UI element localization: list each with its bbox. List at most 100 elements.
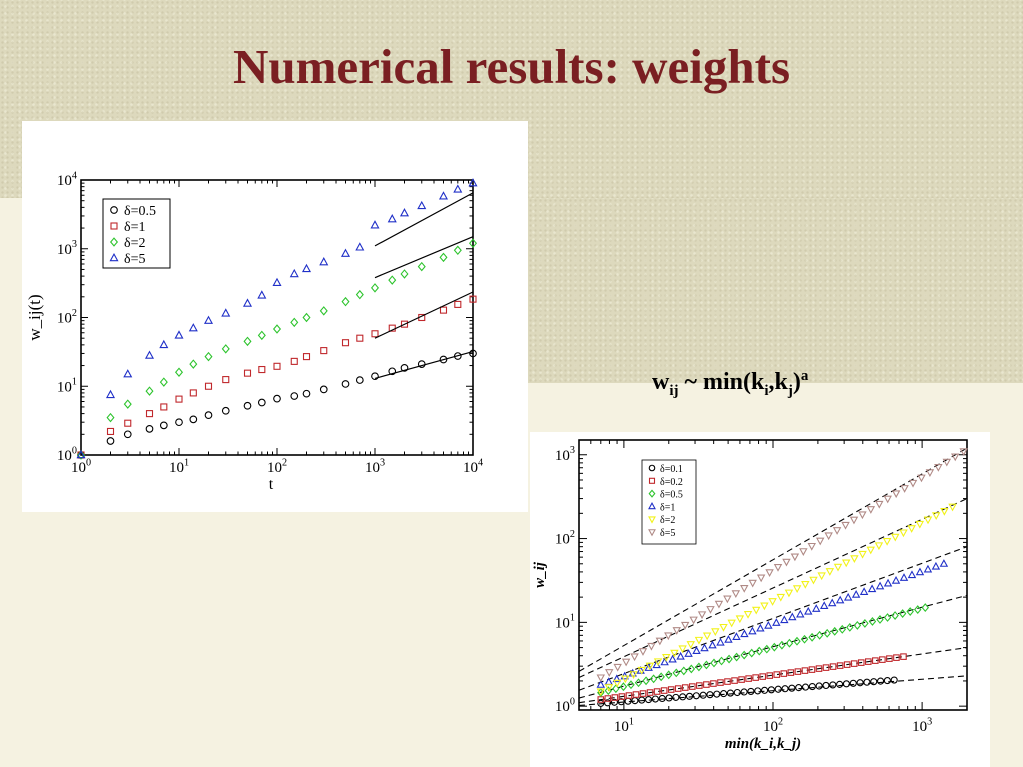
data-point <box>809 576 818 585</box>
data-point <box>824 532 833 541</box>
legend-label: δ=0.5 <box>660 490 683 501</box>
data-point <box>747 687 755 696</box>
data-point <box>790 553 800 562</box>
data-point <box>891 490 901 499</box>
x-tick-label: 103 <box>365 457 385 476</box>
x-tick-label: 103 <box>912 716 932 735</box>
data-point <box>290 392 299 400</box>
data-point <box>773 563 783 572</box>
data-point <box>634 678 643 688</box>
data-point <box>836 662 844 669</box>
data-point <box>870 678 878 686</box>
data-point <box>204 411 213 419</box>
data-point <box>678 645 687 654</box>
data-point <box>727 619 736 628</box>
data-point <box>745 675 752 682</box>
data-point <box>866 506 876 514</box>
data-point <box>825 568 835 576</box>
data-point <box>273 394 281 403</box>
data-point <box>934 464 943 472</box>
data-point <box>733 688 741 697</box>
data-point <box>725 654 733 664</box>
data-point <box>596 680 606 688</box>
data-point <box>740 650 748 660</box>
data-point <box>468 238 478 249</box>
data-point <box>851 590 861 598</box>
data-point <box>371 372 379 381</box>
data-point <box>370 283 380 293</box>
data-point <box>716 637 725 646</box>
fit-line <box>578 594 968 699</box>
data-point <box>399 208 410 217</box>
data-point <box>815 537 825 546</box>
data-point <box>699 691 707 699</box>
data-point <box>618 693 626 700</box>
legend-marker <box>110 222 118 230</box>
data-point <box>696 682 703 689</box>
data-point <box>959 448 968 457</box>
data-point <box>858 550 867 559</box>
data-point <box>290 357 298 365</box>
data-point <box>204 351 213 362</box>
data-point <box>123 399 132 409</box>
data-point <box>799 548 808 556</box>
data-point <box>106 412 115 423</box>
data-point <box>876 615 884 624</box>
data-point <box>273 362 281 370</box>
data-point <box>621 658 631 667</box>
data-point <box>784 589 794 598</box>
data-point <box>835 595 845 604</box>
data-point <box>714 600 724 609</box>
formula-close: ) <box>792 369 801 395</box>
data-point <box>770 642 779 652</box>
data-point <box>243 336 252 347</box>
x-tick-label: 100 <box>71 457 91 476</box>
data-point <box>144 350 155 359</box>
data-point <box>289 268 299 278</box>
data-point <box>781 685 789 693</box>
data-point <box>694 636 704 645</box>
data-point <box>747 648 756 658</box>
data-point <box>808 666 816 673</box>
data-point <box>829 663 837 670</box>
data-point <box>768 598 777 606</box>
data-point <box>649 674 658 684</box>
data-point <box>692 692 700 700</box>
y-tick-label: 103 <box>555 445 575 464</box>
data-point <box>765 569 774 577</box>
data-point <box>788 684 796 692</box>
fit-line <box>374 291 474 339</box>
data-point <box>672 693 680 701</box>
data-point <box>815 682 823 690</box>
data-point <box>900 653 907 660</box>
y-axis-label: w_ij <box>532 561 548 588</box>
data-point <box>857 659 865 666</box>
data-point <box>604 686 613 696</box>
data-point <box>123 430 132 439</box>
data-point <box>145 386 154 396</box>
data-point <box>795 684 803 692</box>
data-point <box>159 377 168 387</box>
data-point <box>400 320 409 328</box>
data-point <box>203 315 214 324</box>
data-point <box>756 623 765 632</box>
data-point <box>815 665 823 672</box>
data-point <box>843 661 851 668</box>
data-point <box>597 699 605 707</box>
data-point <box>604 699 612 707</box>
data-point <box>819 601 829 610</box>
data-point <box>76 450 86 460</box>
data-point <box>221 406 230 415</box>
data-point <box>204 382 213 390</box>
data-point <box>767 686 775 694</box>
data-point <box>664 632 673 641</box>
data-point <box>891 611 899 620</box>
data-point <box>893 654 900 661</box>
data-point <box>801 683 810 691</box>
data-point <box>400 269 409 279</box>
data-point <box>340 248 351 257</box>
data-point <box>891 533 900 542</box>
data-point <box>808 632 816 642</box>
data-point <box>355 289 364 300</box>
data-point <box>160 403 168 411</box>
